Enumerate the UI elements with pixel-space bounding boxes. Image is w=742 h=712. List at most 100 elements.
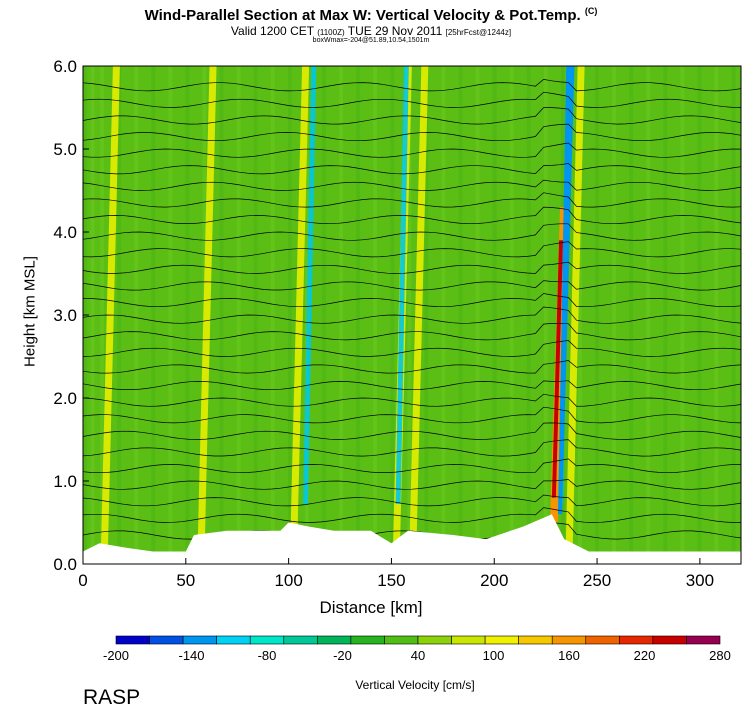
isentrope-line [83, 458, 741, 474]
isentrope-line [83, 280, 741, 291]
isentrope-line [83, 206, 741, 225]
field-streak [612, 66, 617, 564]
colorbar-swatch [484, 635, 519, 645]
x-tick-label: 300 [686, 571, 714, 590]
colorbar-swatch [182, 635, 217, 645]
downdraft-band [303, 66, 317, 504]
isentrope-line [83, 223, 741, 241]
colorbar-tick-label: 280 [709, 648, 731, 663]
strong-updraft-core [551, 240, 564, 498]
field-streak [424, 66, 429, 564]
colorbar-tick-label: -20 [333, 648, 352, 663]
colorbar-swatch [384, 635, 419, 645]
colorbar-swatch [417, 635, 452, 645]
downdraft-band [395, 66, 409, 504]
isentrope-line [83, 340, 741, 357]
isentrope-line [83, 360, 741, 374]
field-streak [373, 66, 378, 564]
y-tick-label: 1.0 [53, 472, 77, 491]
field-streak [577, 66, 582, 564]
colorbar-swatch [249, 635, 285, 645]
isentrope-line [83, 406, 741, 424]
field-streak [339, 66, 344, 564]
field-streak [441, 66, 446, 564]
terrain [83, 514, 741, 564]
colorbar-tick-label: 40 [411, 648, 425, 663]
colorbar-swatch [115, 635, 150, 645]
field-streak [475, 66, 480, 564]
field-streak [287, 66, 292, 564]
isentrope-line [83, 393, 741, 407]
isentrope-line [83, 91, 741, 108]
x-tick-label: 50 [176, 571, 195, 590]
field-streak [407, 66, 412, 564]
rasp-watermark: RASP [83, 686, 141, 709]
y-tick-label: 5.0 [53, 140, 77, 159]
field-streak [714, 66, 719, 564]
colorbar-label: Vertical Velocity [cm/s] [355, 678, 475, 692]
colorbar-swatch [283, 635, 318, 645]
chart-title: Wind-Parallel Section at Max W: Vertical… [144, 6, 598, 24]
updraft-band [565, 66, 585, 564]
isentrope-line [83, 507, 741, 523]
colorbar-swatch [149, 635, 184, 645]
colorbar-swatch [619, 635, 654, 645]
isentrope-line [83, 79, 741, 92]
chart-subtitle-small: boxWmax=-204@51.89,10.54,1501m [312, 37, 430, 44]
colorbar-tick-label: 220 [634, 648, 656, 663]
field-streak [492, 66, 497, 564]
y-tick-label: 4.0 [53, 223, 77, 242]
colorbar-tick-label: -140 [178, 648, 204, 663]
colorbar-tick-label: 100 [483, 648, 505, 663]
isentrope-line [83, 179, 741, 191]
colorbar-swatch [216, 635, 251, 645]
field-streak [236, 66, 241, 564]
x-tick-label: 0 [78, 571, 87, 590]
x-tick-label: 250 [583, 571, 611, 590]
field-streak [117, 66, 122, 564]
field-streak [543, 66, 548, 564]
field-streak [458, 66, 463, 564]
colorbar-tick-label: -200 [103, 648, 129, 663]
isentrope-line [83, 322, 741, 341]
y-tick-label: 0.0 [53, 555, 77, 574]
isentrope-line [83, 479, 741, 490]
isentrope-line [83, 123, 741, 142]
colorbar-swatch [451, 635, 486, 645]
colorbar-swatch [686, 635, 721, 645]
field-streak [509, 66, 514, 564]
field-streak [697, 66, 702, 564]
x-tick-label: 100 [274, 571, 302, 590]
field-streak [185, 66, 190, 564]
field-streak [356, 66, 361, 564]
field-streak [663, 66, 668, 564]
field-streak [595, 66, 600, 564]
field-streak [646, 66, 651, 564]
colorbar-swatch [585, 635, 620, 645]
colorbar-tick-label: 160 [558, 648, 580, 663]
isentrope-line [83, 439, 741, 457]
colorbar-swatch [652, 635, 687, 645]
isentrope-line [83, 241, 741, 258]
velocity-field [83, 66, 741, 564]
field-streak [219, 66, 224, 564]
isentrope-line [83, 107, 741, 125]
isentrope-line [83, 261, 741, 274]
field-streak [731, 66, 736, 564]
field-streak [629, 66, 634, 564]
field-streak [321, 66, 326, 564]
isentrope-line [83, 192, 741, 208]
isentrope-line [83, 422, 741, 440]
y-tick-label: 2.0 [53, 389, 77, 408]
isentrope-line [83, 380, 741, 391]
x-axis-label: Distance [km] [319, 598, 423, 617]
y-tick-label: 6.0 [53, 57, 77, 76]
isentrope-line [83, 494, 741, 507]
isentrope-line [83, 293, 741, 308]
chart-subtitle: Valid 1200 CET (1100Z) TUE 29 Nov 2011 [… [230, 24, 512, 38]
field-streak [151, 66, 156, 564]
colorbar-swatch [350, 635, 385, 645]
x-tick-label: 150 [377, 571, 405, 590]
isentrope-line [83, 306, 741, 324]
